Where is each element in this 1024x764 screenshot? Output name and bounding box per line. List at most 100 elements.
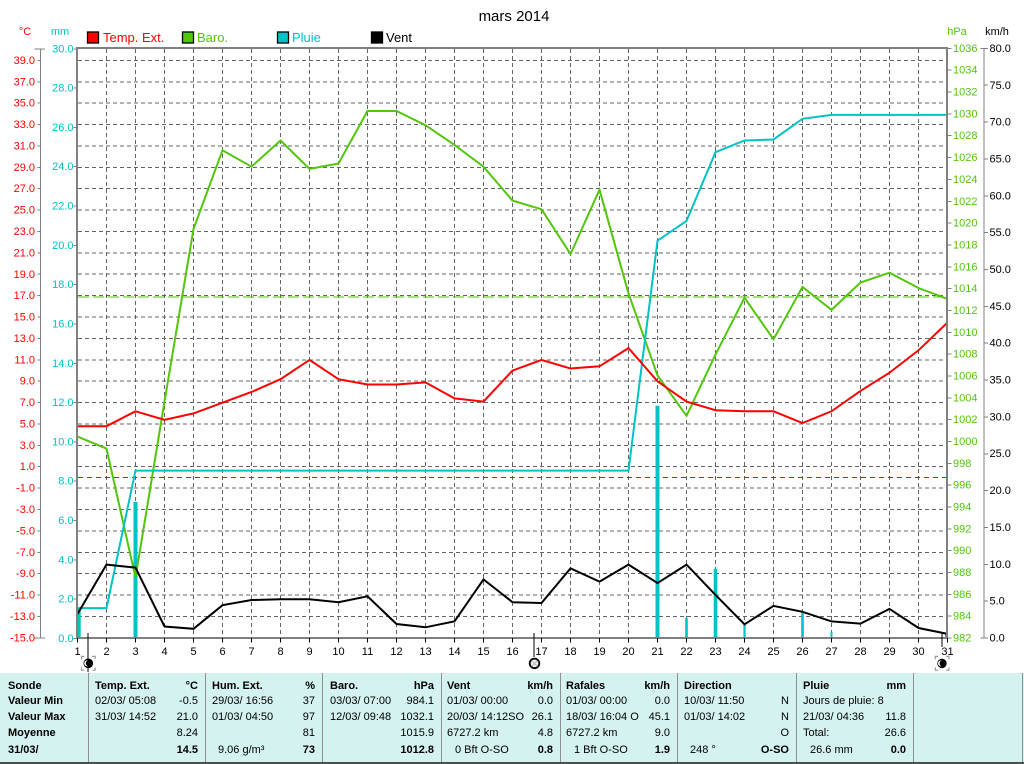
svg-text:11: 11 xyxy=(362,646,373,658)
svg-text:29.0: 29.0 xyxy=(14,162,35,174)
svg-text:1018: 1018 xyxy=(953,239,977,251)
svg-text:8.0: 8.0 xyxy=(58,476,73,488)
svg-text:1036: 1036 xyxy=(953,43,977,55)
svg-text:18.0: 18.0 xyxy=(52,279,73,291)
svg-text:23: 23 xyxy=(709,646,721,658)
svg-text:998: 998 xyxy=(953,458,971,470)
svg-text:1026: 1026 xyxy=(953,152,977,164)
svg-text:39.0: 39.0 xyxy=(14,55,35,67)
svg-text:1004: 1004 xyxy=(953,392,977,404)
svg-text:5.0: 5.0 xyxy=(20,418,35,430)
svg-text:hPa: hPa xyxy=(947,26,967,38)
svg-text:11.0: 11.0 xyxy=(14,354,35,366)
svg-text:21: 21 xyxy=(651,646,663,658)
svg-text:27: 27 xyxy=(825,646,837,658)
svg-text:992: 992 xyxy=(953,523,971,535)
svg-text:2: 2 xyxy=(103,646,109,658)
svg-text:16.0: 16.0 xyxy=(52,319,73,331)
svg-text:24.0: 24.0 xyxy=(52,161,73,173)
svg-text:1002: 1002 xyxy=(953,414,977,426)
svg-text:-7.0: -7.0 xyxy=(16,547,35,559)
svg-text:mm: mm xyxy=(51,26,69,38)
svg-text:10.0: 10.0 xyxy=(52,436,73,448)
svg-text:25: 25 xyxy=(767,646,779,658)
svg-text:24: 24 xyxy=(738,646,750,658)
svg-text:4: 4 xyxy=(161,646,167,658)
svg-text:35.0: 35.0 xyxy=(14,98,35,110)
svg-text:1032: 1032 xyxy=(953,87,977,99)
svg-text:mars 2014: mars 2014 xyxy=(479,8,550,25)
svg-text:31: 31 xyxy=(941,646,953,658)
svg-text:70.0: 70.0 xyxy=(990,117,1011,129)
svg-text:-3.0: -3.0 xyxy=(16,504,35,516)
svg-text:1034: 1034 xyxy=(953,65,977,77)
svg-text:986: 986 xyxy=(953,589,971,601)
svg-text:10: 10 xyxy=(332,646,344,658)
svg-text:37.0: 37.0 xyxy=(14,76,35,88)
svg-text:19.0: 19.0 xyxy=(14,269,35,281)
svg-text:28.0: 28.0 xyxy=(52,83,73,95)
svg-text:45.0: 45.0 xyxy=(990,301,1011,313)
svg-text:19: 19 xyxy=(593,646,605,658)
svg-text:35.0: 35.0 xyxy=(990,375,1011,387)
svg-text:3: 3 xyxy=(132,646,138,658)
svg-text:994: 994 xyxy=(953,502,971,514)
svg-text:75.0: 75.0 xyxy=(990,80,1011,92)
svg-text:15: 15 xyxy=(477,646,489,658)
svg-text:Pluie: Pluie xyxy=(292,30,321,45)
svg-text:9.0: 9.0 xyxy=(20,376,35,388)
svg-text:-15.0: -15.0 xyxy=(10,632,35,644)
svg-text:8: 8 xyxy=(277,646,283,658)
svg-text:1.0: 1.0 xyxy=(20,461,35,473)
svg-text:60.0: 60.0 xyxy=(990,190,1011,202)
svg-text:Baro.: Baro. xyxy=(197,30,228,45)
svg-text:5.0: 5.0 xyxy=(990,596,1005,608)
svg-text:14: 14 xyxy=(448,646,460,658)
svg-text:18: 18 xyxy=(564,646,576,658)
svg-text:10.0: 10.0 xyxy=(990,559,1011,571)
svg-text:0.0: 0.0 xyxy=(990,633,1005,645)
svg-text:22.0: 22.0 xyxy=(52,201,73,213)
svg-text:-13.0: -13.0 xyxy=(10,611,35,623)
svg-text:1: 1 xyxy=(74,646,80,658)
svg-text:22: 22 xyxy=(680,646,692,658)
svg-text:12.0: 12.0 xyxy=(52,397,73,409)
svg-text:13: 13 xyxy=(419,646,431,658)
svg-text:40.0: 40.0 xyxy=(990,338,1011,350)
svg-text:30.0: 30.0 xyxy=(990,411,1011,423)
svg-text:27.0: 27.0 xyxy=(14,183,35,195)
svg-text:1022: 1022 xyxy=(953,196,977,208)
svg-text:Temp. Ext.: Temp. Ext. xyxy=(103,30,164,45)
svg-text:°C: °C xyxy=(19,26,31,38)
svg-text:-11.0: -11.0 xyxy=(11,590,35,602)
svg-text:26.0: 26.0 xyxy=(52,122,73,134)
svg-text:4.0: 4.0 xyxy=(58,554,73,566)
svg-text:6.0: 6.0 xyxy=(58,515,73,527)
svg-text:50.0: 50.0 xyxy=(990,264,1011,276)
svg-text:25.0: 25.0 xyxy=(990,448,1011,460)
svg-text:1012: 1012 xyxy=(953,305,977,317)
svg-text:1020: 1020 xyxy=(953,218,977,230)
svg-text:13.0: 13.0 xyxy=(14,333,35,345)
svg-text:15.0: 15.0 xyxy=(990,522,1011,534)
svg-text:km/h: km/h xyxy=(985,26,1009,38)
svg-text:7.0: 7.0 xyxy=(20,397,35,409)
svg-text:7: 7 xyxy=(248,646,254,658)
svg-text:1016: 1016 xyxy=(953,261,977,273)
svg-text:982: 982 xyxy=(953,633,971,645)
svg-text:16: 16 xyxy=(506,646,518,658)
svg-text:-9.0: -9.0 xyxy=(16,568,35,580)
svg-text:29: 29 xyxy=(883,646,895,658)
svg-text:55.0: 55.0 xyxy=(990,227,1011,239)
svg-text:0.0: 0.0 xyxy=(58,633,73,645)
svg-text:14.0: 14.0 xyxy=(52,358,73,370)
svg-text:-5.0: -5.0 xyxy=(16,525,35,537)
svg-text:6: 6 xyxy=(219,646,225,658)
svg-text:1000: 1000 xyxy=(953,436,977,448)
svg-text:9: 9 xyxy=(306,646,312,658)
svg-text:1008: 1008 xyxy=(953,349,977,361)
svg-text:1028: 1028 xyxy=(953,130,977,142)
svg-text:26: 26 xyxy=(796,646,808,658)
svg-text:21.0: 21.0 xyxy=(14,247,35,259)
svg-text:65.0: 65.0 xyxy=(990,154,1011,166)
